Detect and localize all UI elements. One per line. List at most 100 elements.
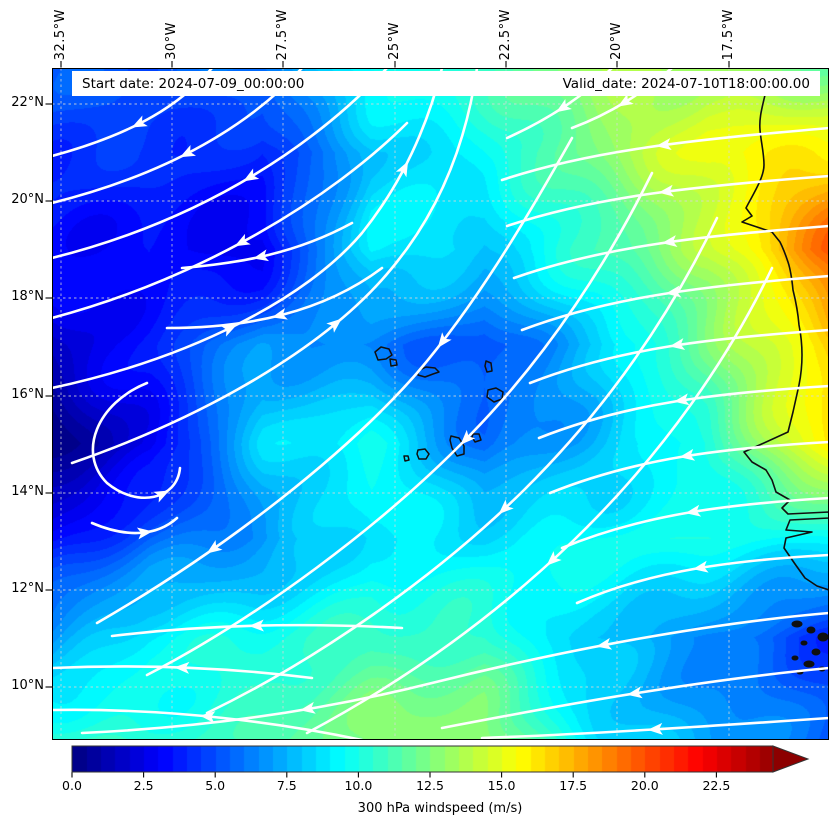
streamline-arrow-icon	[326, 318, 342, 333]
streamline-arrow-icon	[669, 338, 686, 350]
x-tick-label: 32.5°W	[53, 8, 68, 60]
y-tick-label: 18°N	[11, 289, 44, 304]
streamline	[500, 126, 829, 182]
streamline	[512, 224, 829, 280]
streamline-arrow-icon	[131, 115, 148, 128]
bijagos-islet	[811, 648, 821, 656]
y-tick-label: 16°N	[11, 387, 44, 402]
streamline-arrow-icon	[395, 161, 409, 178]
y-tick-label: 22°N	[11, 95, 44, 110]
streamline	[52, 121, 409, 320]
streamline	[91, 381, 182, 499]
colorbar	[72, 746, 773, 772]
streamline	[52, 708, 364, 740]
streamline-arrow-icon	[617, 93, 634, 107]
streamline-arrow-icon	[271, 307, 288, 320]
colorbar-tick-label: 17.5	[559, 778, 588, 793]
y-tick-label: 12°N	[11, 581, 44, 596]
streamline-arrow-icon	[234, 233, 251, 247]
bijagos-islet	[800, 640, 808, 646]
annotation-bar: Start date: 2024-07-09_00:00:00 Valid_da…	[72, 71, 820, 96]
streamline-arrow-icon	[692, 560, 709, 573]
colorbar-tick-label: 0.0	[62, 778, 82, 793]
x-tick-label: 30°W	[164, 22, 179, 60]
streamline-arrow-icon	[199, 711, 216, 724]
cape-verde-island	[484, 360, 493, 373]
gridlines	[52, 68, 829, 740]
streamlines	[52, 68, 829, 740]
streamline-arrow-icon	[253, 249, 270, 262]
streamline	[180, 221, 354, 270]
cape-verde-island	[403, 455, 410, 462]
streamline-arrow-icon	[179, 145, 196, 158]
bijagos-islet	[791, 620, 803, 628]
cape-verde-island	[417, 366, 440, 378]
streamline-arrow-icon	[658, 184, 675, 197]
start-date-annotation: Start date: 2024-07-09_00:00:00	[82, 75, 305, 92]
streamline-arrow-icon	[206, 539, 223, 554]
streamline-arrow-icon	[596, 637, 613, 650]
streamline	[52, 68, 389, 260]
streamline	[205, 216, 719, 715]
streamline-arrow-icon	[437, 332, 452, 348]
bijagos-islet	[803, 660, 815, 668]
streamline	[528, 328, 829, 385]
colorbar-label: 300 hPa windspeed (m/s)	[357, 801, 523, 816]
cape-verde-island	[486, 387, 504, 403]
streamline-arrow-icon	[248, 619, 264, 632]
streamline-arrow-icon	[673, 393, 690, 406]
streamline	[52, 665, 314, 680]
bijagos-islet	[791, 655, 799, 661]
y-tick-label: 14°N	[11, 484, 44, 499]
colorbar-tick-label: 22.5	[702, 778, 731, 793]
x-tick-label: 22.5°W	[498, 8, 513, 60]
streamline	[110, 623, 404, 638]
streamline-arrow-icon	[647, 722, 663, 735]
streamline	[90, 516, 179, 535]
streamline	[575, 553, 829, 605]
cape-verde-island	[389, 358, 398, 367]
x-tick-label: 17.5°W	[721, 8, 736, 60]
streamline	[520, 274, 829, 332]
streamline	[305, 266, 774, 735]
colorbar-tick-label: 15.0	[487, 778, 516, 793]
streamline-arrow-icon	[656, 138, 672, 151]
streamline-arrow-icon	[174, 661, 190, 674]
streamline-arrow-icon	[136, 527, 153, 540]
y-tick-label: 20°N	[11, 192, 44, 207]
streamline-arrow-icon	[661, 235, 678, 248]
streamline-arrow-icon	[665, 285, 682, 298]
streamline-arrow-icon	[220, 324, 237, 337]
bijagos-islet	[806, 626, 816, 634]
valid-date-annotation: Valid_date: 2024-07-10T18:00:00.00	[562, 75, 810, 92]
streamline-arrow-icon	[626, 686, 643, 699]
x-tick-label: 25°W	[387, 22, 402, 60]
streamline-arrow-icon	[679, 448, 696, 461]
streamline-arrow-icon	[460, 429, 476, 445]
colorbar-tick-label: 2.5	[133, 778, 154, 793]
streamline	[70, 68, 479, 465]
streamline-arrow-icon	[153, 490, 170, 503]
x-tick-label: 20°W	[609, 22, 624, 60]
colorbar-tick-label: 5.0	[205, 778, 226, 793]
streamline	[505, 174, 829, 228]
streamline-arrow-icon	[685, 504, 702, 517]
colorbar-tick-label: 12.5	[416, 778, 444, 793]
bijagos-islet	[817, 632, 829, 642]
streamline	[440, 666, 829, 730]
streamline	[80, 611, 829, 735]
x-tick-label: 27.5°W	[275, 8, 290, 60]
cape-verde-island	[374, 346, 393, 361]
streamline-arrow-icon	[556, 98, 572, 113]
cape-verde-island	[471, 433, 482, 443]
streamline	[95, 136, 574, 625]
colorbar-extend-arrow-icon	[772, 745, 810, 773]
cape-verde-island	[416, 448, 430, 460]
streamline-arrow-icon	[498, 499, 514, 515]
streamline	[52, 68, 444, 390]
colorbar-tick-label: 7.5	[276, 778, 297, 793]
streamline-arrow-icon	[299, 701, 316, 714]
streamline-overlay	[52, 68, 829, 740]
streamline-arrow-icon	[546, 551, 562, 566]
